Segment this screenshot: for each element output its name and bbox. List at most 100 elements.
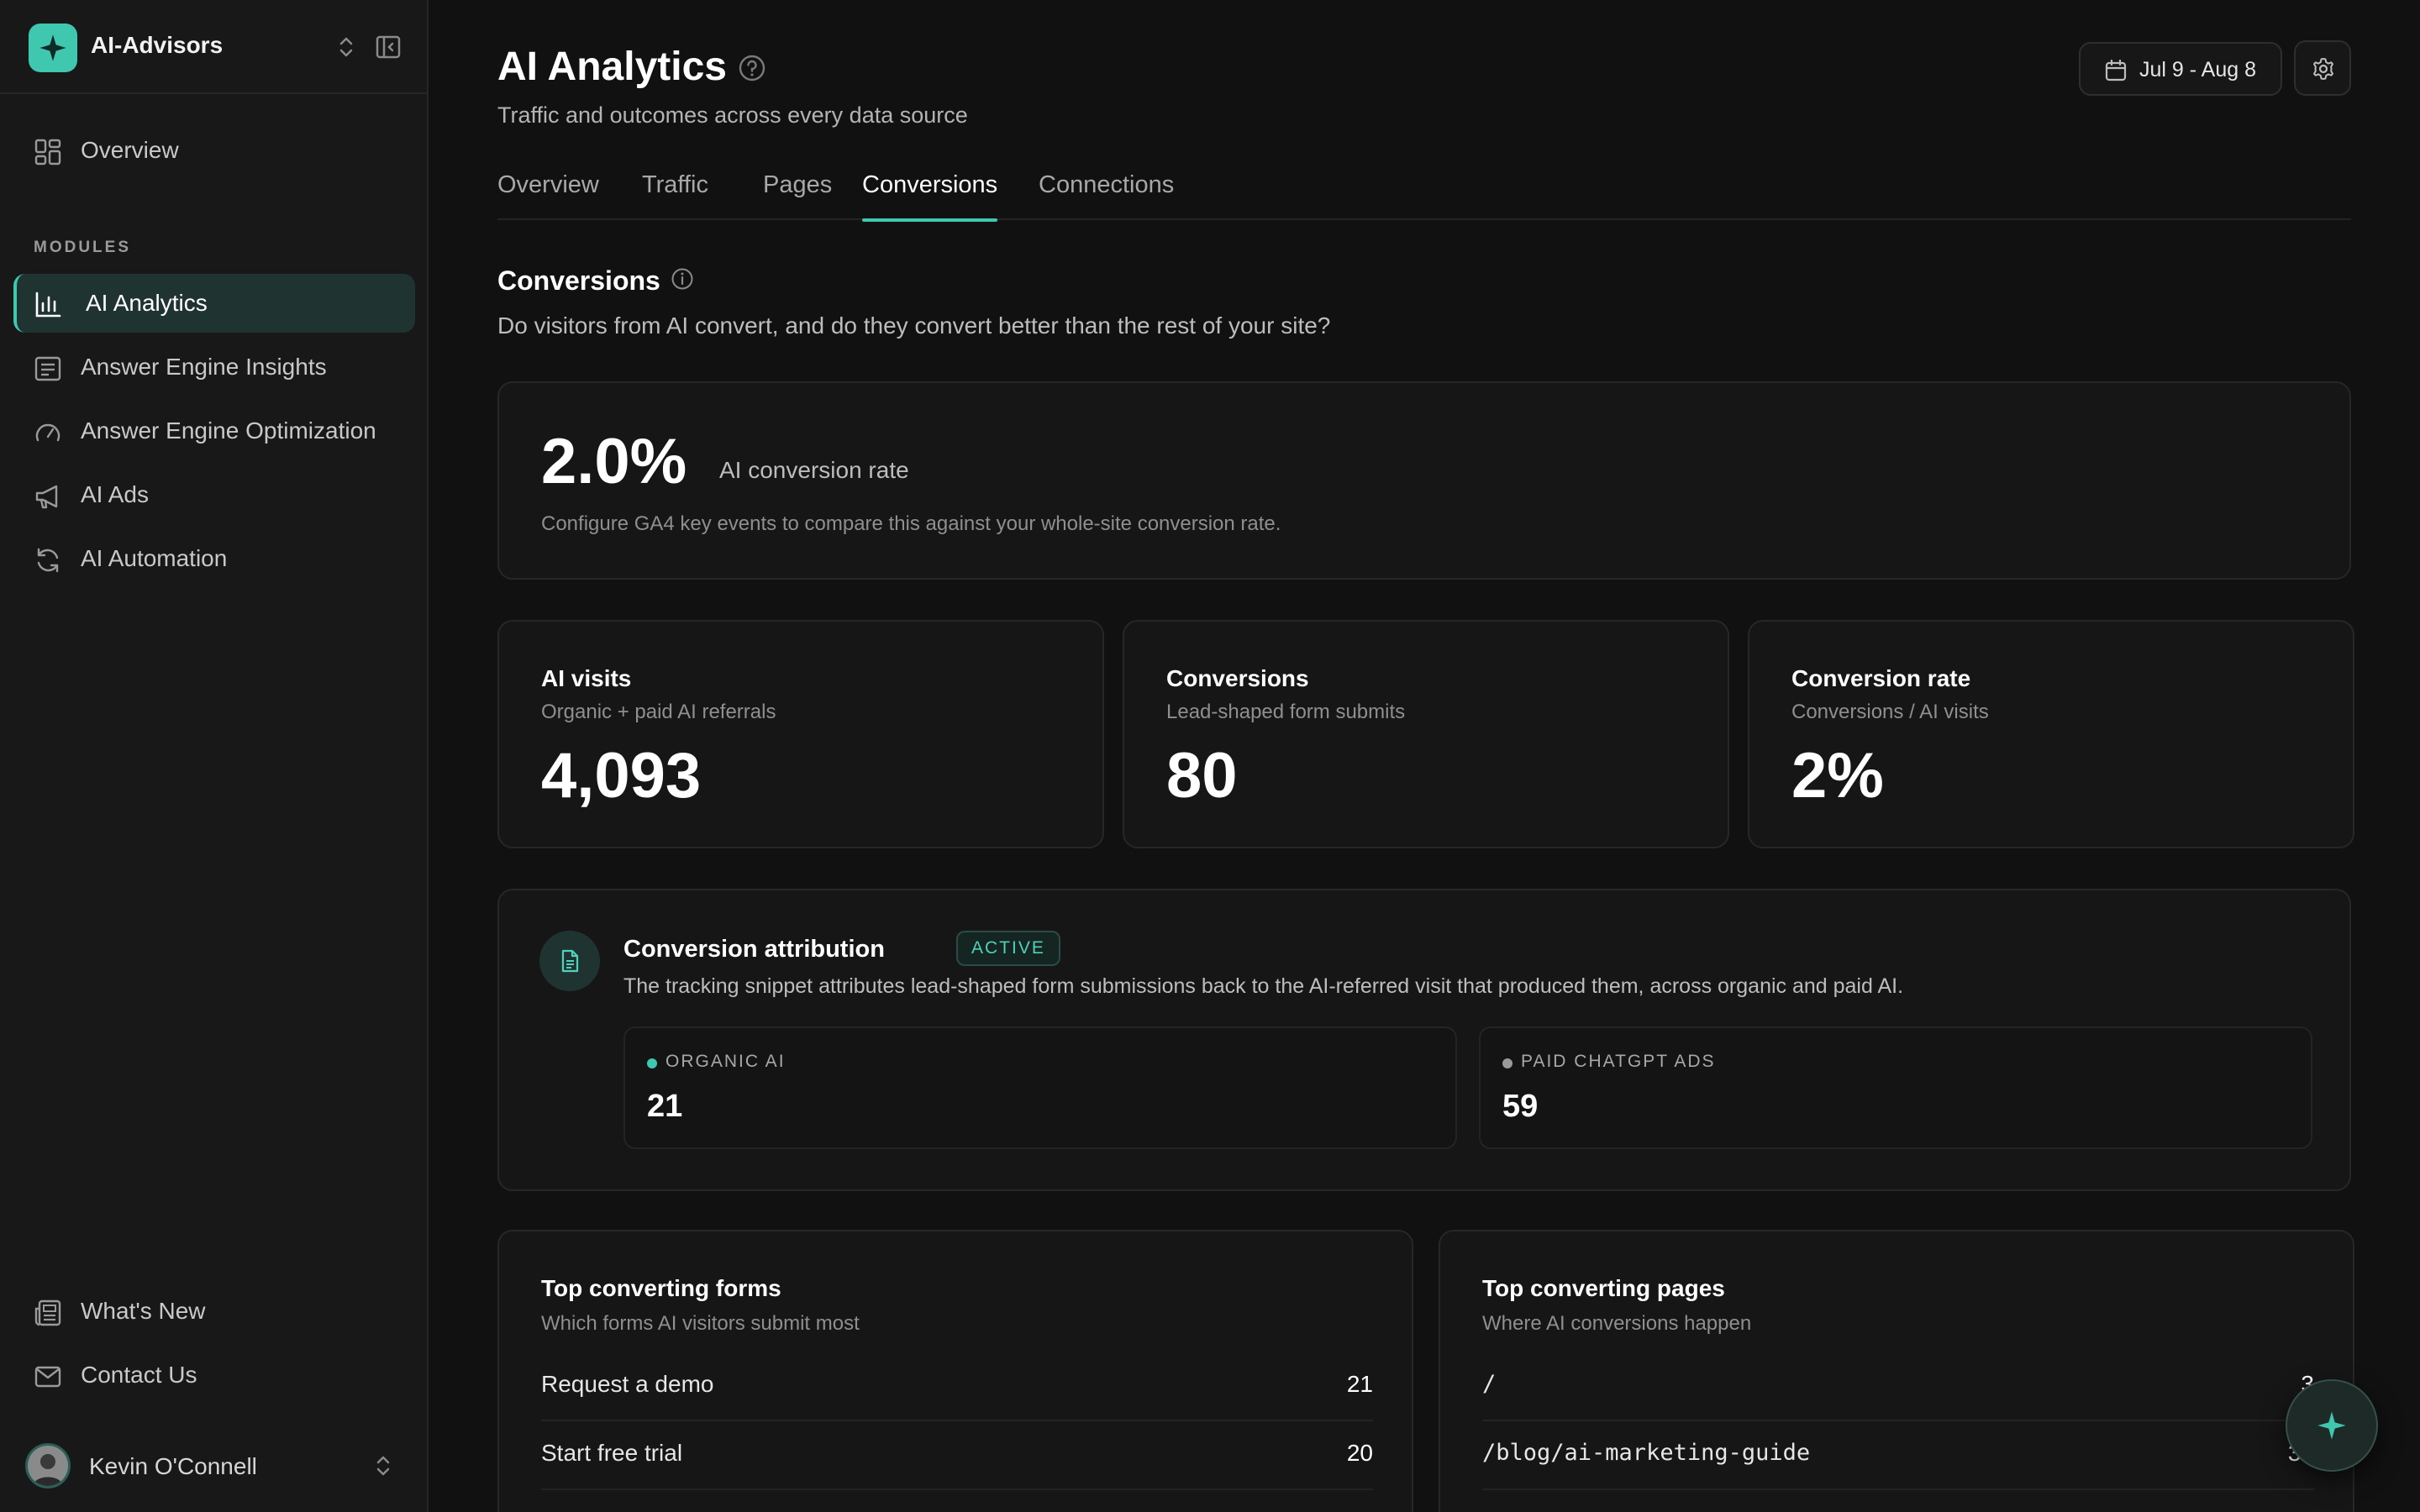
source-tile-paid-chatgpt-ads: PAID CHATGPT ADS 59 xyxy=(1479,1026,2312,1149)
stat-value: 4,093 xyxy=(541,740,702,811)
card-subtitle: Where AI conversions happen xyxy=(1482,1312,1752,1335)
gauge-icon xyxy=(35,423,60,442)
conversion-rate-card: 2.0% AI conversion rate Configure GA4 ke… xyxy=(497,381,2351,580)
calendar-icon xyxy=(2105,59,2127,81)
stat-title: Conversion rate xyxy=(1791,665,1971,691)
stat-title: AI visits xyxy=(541,665,632,691)
stat-card-conversions: Conversions Lead-shaped form submits 80 xyxy=(1123,620,1729,848)
sidebar-collapse-icon[interactable] xyxy=(375,34,402,60)
page-path: / xyxy=(1482,1371,1497,1397)
list-item[interactable]: / 3 xyxy=(1482,1352,2314,1421)
sidebar: AI-Advisors Overview MODULES AI Analytic… xyxy=(0,0,429,1512)
source-tile-organic-ai: ORGANIC AI 21 xyxy=(623,1026,1457,1149)
page-path: /blog/ai-marketing-guide xyxy=(1482,1440,1811,1466)
date-range-button[interactable]: Jul 9 - Aug 8 xyxy=(2079,42,2282,96)
info-icon[interactable] xyxy=(671,267,694,291)
attribution-description: The tracking snippet attributes lead-sha… xyxy=(623,974,1904,998)
stat-subtitle: Lead-shaped form submits xyxy=(1166,701,1406,723)
help-circle-icon[interactable] xyxy=(738,54,766,82)
card-title: Top converting pages xyxy=(1482,1275,1725,1301)
form-name: Start free trial xyxy=(541,1440,683,1466)
list-item[interactable]: /blog/ai-marketing-guide 31 xyxy=(1482,1421,2314,1490)
source-name: ORGANIC AI xyxy=(666,1052,786,1071)
sidebar-item-label: Answer Engine Optimization xyxy=(81,417,376,444)
conversion-rate-label: AI conversion rate xyxy=(719,457,909,483)
tab-bar: Overview Traffic Pages Conversions Conne… xyxy=(497,168,2351,222)
stat-subtitle: Conversions / AI visits xyxy=(1791,701,1989,723)
section-title: Conversions xyxy=(497,265,660,296)
source-value: 59 xyxy=(1502,1089,1539,1124)
sidebar-item-whats-new[interactable]: What's New xyxy=(13,1282,415,1341)
card-subtitle: Which forms AI visitors submit most xyxy=(541,1312,860,1335)
tab-traffic[interactable]: Traffic xyxy=(642,171,708,198)
tab-connections[interactable]: Connections xyxy=(1039,171,1175,198)
avatar xyxy=(25,1443,71,1488)
stat-card-ai-visits: AI visits Organic + paid AI referrals 4,… xyxy=(497,620,1104,848)
page-title: AI Analytics xyxy=(497,45,727,89)
sidebar-item-overview[interactable]: Overview xyxy=(13,121,415,180)
sidebar-item-label: AI Ads xyxy=(81,481,149,507)
stat-value: 2% xyxy=(1791,740,1884,811)
section-subtitle: Do visitors from AI convert, and do they… xyxy=(497,312,1331,339)
stat-card-conversion-rate: Conversion rate Conversions / AI visits … xyxy=(1748,620,2354,848)
modules-heading: MODULES xyxy=(34,239,131,256)
top-forms-card: Top converting forms Which forms AI visi… xyxy=(497,1230,1413,1512)
chevron-up-down-icon[interactable] xyxy=(373,1453,393,1478)
sidebar-item-label: Answer Engine Insights xyxy=(81,354,327,380)
attribution-title: Conversion attribution xyxy=(623,936,885,963)
settings-button[interactable] xyxy=(2294,40,2351,96)
sidebar-item-label: Contact Us xyxy=(81,1362,197,1388)
form-name: Request a demo xyxy=(541,1371,714,1397)
sidebar-item-label: AI Automation xyxy=(81,545,228,571)
sidebar-item-ai-automation[interactable]: AI Automation xyxy=(13,529,415,588)
form-count: 21 xyxy=(1346,1371,1373,1397)
list-item[interactable]: Start free trial 20 xyxy=(541,1421,1373,1490)
sidebar-item-ai-ads[interactable]: AI Ads xyxy=(13,465,415,524)
assistant-button[interactable] xyxy=(2286,1379,2378,1472)
sidebar-item-label: Overview xyxy=(81,137,179,163)
document-icon xyxy=(539,931,600,991)
sidebar-item-contact-us[interactable]: Contact Us xyxy=(13,1346,415,1404)
workspace-switcher[interactable]: AI-Advisors xyxy=(0,0,427,94)
top-pages-card: Top converting pages Where AI conversion… xyxy=(1439,1230,2354,1512)
user-name: Kevin O'Connell xyxy=(89,1453,257,1479)
sparkle-icon xyxy=(2317,1411,2346,1440)
sidebar-item-label: What's New xyxy=(81,1298,206,1324)
status-dot xyxy=(647,1058,657,1068)
sidebar-item-answer-engine-insights[interactable]: Answer Engine Insights xyxy=(13,338,415,396)
stat-title: Conversions xyxy=(1166,665,1309,691)
main-content: AI Analytics Traffic and outcomes across… xyxy=(430,0,2420,1512)
page-subtitle: Traffic and outcomes across every data s… xyxy=(497,102,968,128)
megaphone-icon xyxy=(35,485,58,509)
sparkle-logo-icon xyxy=(29,24,77,72)
tab-overview[interactable]: Overview xyxy=(497,171,599,198)
workspace-name: AI-Advisors xyxy=(91,32,224,58)
tab-pages[interactable]: Pages xyxy=(763,171,833,198)
refresh-icon xyxy=(37,548,59,573)
conversion-rate-note: Configure GA4 key events to compare this… xyxy=(541,512,1281,535)
newspaper-icon xyxy=(34,1299,61,1326)
status-badge: ACTIVE xyxy=(956,931,1060,966)
sidebar-item-label: AI Analytics xyxy=(86,290,208,316)
sidebar-item-answer-engine-optimization[interactable]: Answer Engine Optimization xyxy=(13,402,415,460)
source-value: 21 xyxy=(647,1089,683,1124)
user-menu[interactable]: Kevin O'Connell xyxy=(25,1440,412,1490)
mail-icon xyxy=(34,1366,61,1388)
stat-subtitle: Organic + paid AI referrals xyxy=(541,701,776,723)
stat-value: 80 xyxy=(1166,740,1238,811)
message-lines-icon xyxy=(34,356,61,381)
source-name: PAID CHATGPT ADS xyxy=(1521,1052,1716,1071)
status-dot xyxy=(1502,1058,1512,1068)
gear-icon xyxy=(2313,58,2333,80)
list-item[interactable]: Request a demo 21 xyxy=(541,1352,1373,1421)
chevron-up-down-icon[interactable] xyxy=(336,34,356,60)
form-count: 20 xyxy=(1346,1440,1373,1466)
conversion-rate-value: 2.0% xyxy=(541,426,687,497)
sidebar-item-ai-analytics[interactable]: AI Analytics xyxy=(13,274,415,333)
bar-chart-icon xyxy=(35,291,61,318)
tab-conversions[interactable]: Conversions xyxy=(862,171,998,222)
dashboard-grid-icon xyxy=(34,139,61,165)
card-title: Top converting forms xyxy=(541,1275,781,1301)
date-range-label: Jul 9 - Aug 8 xyxy=(2139,58,2256,81)
conversion-attribution-card: Conversion attribution ACTIVE The tracki… xyxy=(497,889,2351,1191)
